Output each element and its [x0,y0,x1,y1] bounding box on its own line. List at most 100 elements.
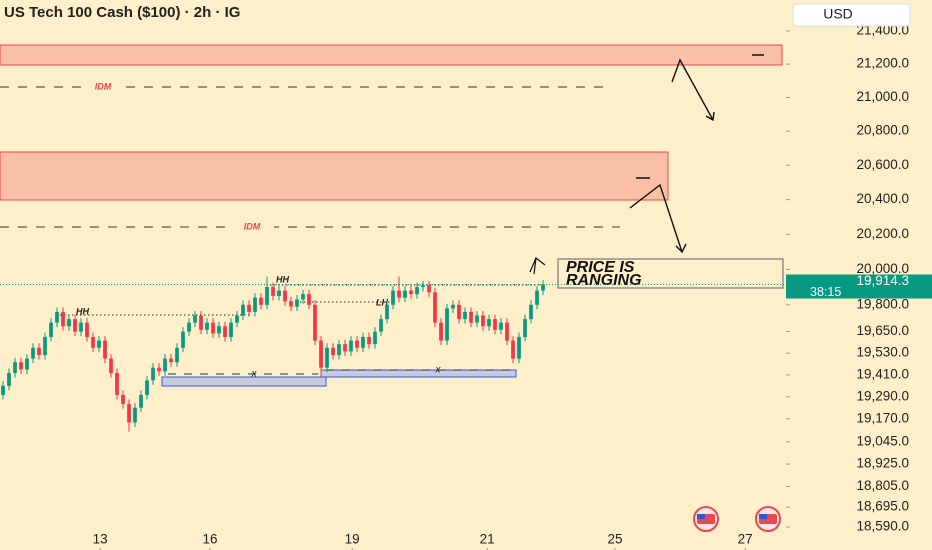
candle-body [37,347,41,355]
currency-button[interactable] [792,3,911,27]
candle-body [415,287,419,295]
candle-body [211,322,215,334]
candle-body [229,322,233,337]
lh-label: LH [376,297,388,307]
y-tick-label: 19,650.0 [856,323,909,338]
candle-body [445,308,449,341]
candle-body [61,311,65,327]
candle-body [325,347,329,368]
sweep-label: x [435,365,442,376]
candle-body [91,336,95,348]
candle-body [439,322,443,341]
candle-body [511,340,515,359]
note-box [557,258,784,289]
arrow-head [675,243,687,254]
candle-body [541,284,545,291]
candle-body [487,319,491,327]
hh-label: HH [276,274,289,284]
candle-body [337,344,341,355]
candle-body [43,336,47,355]
arrow-head [705,111,715,122]
candle-body [271,287,275,296]
candle-body [181,331,185,348]
chart-title: US Tech 100 Cash ($100) · 2h · IG [4,4,240,21]
y-tick-label: 20,600.0 [856,157,909,172]
y-tick-label: 18,925.0 [856,456,909,471]
x-tick-label: 13 [93,532,108,547]
candle-body [313,304,317,341]
y-tick-label: 18,590.0 [856,519,909,534]
candle-body [505,322,509,341]
candle-body [331,347,335,355]
candle-body [385,304,389,320]
candle-body [1,385,5,395]
candle-body [49,322,53,337]
candle-body [103,340,107,359]
candle-body [283,290,287,302]
plot-area: IDM IDM HH HH LH x x PRICE IS RANGING [0,44,784,387]
candle-body [31,347,35,359]
y-tick-label: 19,290.0 [856,388,909,403]
candle-body [367,336,371,345]
candle-body [13,362,17,374]
candle-body [73,319,77,332]
y-tick-label: 19,170.0 [856,410,909,425]
candle-body [253,297,257,312]
candle-body [97,340,101,348]
y-tick-label: 19,800.0 [856,296,909,311]
candle-body [463,311,467,320]
candle-body [205,322,209,330]
label-bg [82,81,124,93]
price-axis: 21,400.021,200.021,000.020,800.020,600.0… [786,23,932,534]
candle-body [523,319,527,337]
candle-body [67,319,71,327]
candle-body [259,297,263,305]
x-tick-label: 16 [202,532,217,547]
candle-body [535,290,539,305]
candle-body [115,373,119,395]
y-tick-label: 20,400.0 [856,191,909,206]
candle-body [223,326,227,337]
arrow-path [533,257,537,275]
y-tick-label: 19,045.0 [856,433,909,448]
supply-zone [0,44,783,66]
candle-body [499,322,503,330]
y-tick-label: 18,805.0 [856,478,909,493]
candle-body [469,311,473,323]
candle-body [307,294,311,305]
candle-body [301,294,305,300]
candle-body [7,373,11,386]
y-tick-label: 20,800.0 [856,123,909,138]
y-tick-label: 21,200.0 [856,56,909,71]
arrow-path [671,58,714,121]
candle-body [493,319,497,330]
candle-body [397,290,401,298]
candle-body [145,380,149,395]
y-tick-label: 19,410.0 [856,366,909,381]
candle-body [517,336,521,359]
event-icon[interactable] [755,506,781,532]
label-bg [232,221,274,233]
candle-body [475,315,479,323]
candle-body [19,362,23,370]
candle-body [79,322,83,332]
event-icon[interactable] [693,506,719,532]
candle-body [241,304,245,316]
candle-body [175,347,179,363]
candle-body [451,304,455,309]
candle-body [151,367,155,381]
candle-body [247,304,251,312]
candle-body [109,358,113,374]
candle-body [163,358,167,372]
x-tick-label: 27 [738,532,753,547]
candle-body [529,304,533,320]
note-text: RANGING [566,272,642,289]
y-tick-label: 18,695.0 [856,499,909,514]
candle-body [169,358,173,363]
candle-body [433,292,437,323]
candle-body [427,285,431,293]
note-text: PRICE IS [566,259,635,276]
currency-label: USD [823,6,853,22]
candle-body [391,290,395,305]
